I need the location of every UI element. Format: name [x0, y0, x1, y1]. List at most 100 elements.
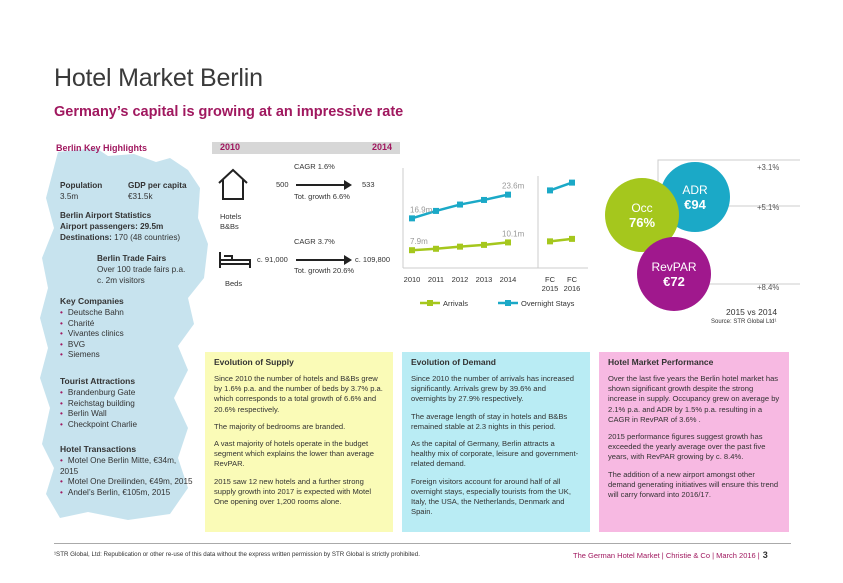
data-label: 23.6m [502, 182, 525, 191]
revpar-bubble: RevPAR €72 [637, 237, 711, 311]
airport-destinations-value: 170 (48 countries) [114, 233, 181, 242]
x-tick-label: 2016 [564, 284, 581, 293]
list-item: Siemens [60, 350, 124, 361]
data-point [481, 196, 487, 203]
footer-publication: The German Hotel Market | Christie & Co … [573, 551, 760, 560]
page-title: Hotel Market Berlin [54, 64, 263, 92]
beds-arrow [296, 255, 352, 265]
x-tick-label: 2011 [428, 275, 444, 284]
beds-cagr: CAGR 3.7% [294, 237, 335, 246]
hotels-to: 533 [362, 180, 375, 189]
adr-value: €94 [684, 196, 706, 212]
hotels-arrow [296, 180, 352, 190]
hotels-cagr: CAGR 1.6% [294, 162, 335, 171]
airport-heading: Berlin Airport Statistics [60, 211, 152, 220]
list-item: Berlin Wall [60, 409, 137, 420]
kpi-source: Source: STR Global Ltd¹ [711, 319, 777, 325]
year-range-bar: 2010 2014 [212, 142, 400, 154]
list-item: Motel One Dreilinden, €49m, 2015 [60, 477, 194, 488]
data-point [457, 243, 463, 250]
gdp-value: €31.5k [128, 192, 153, 201]
transactions-heading: Hotel Transactions [60, 444, 137, 454]
airport-passengers: Airport passengers: 29.5m [60, 222, 164, 231]
supply-paragraph: A vast majority of hotels operate in the… [214, 439, 374, 469]
trade-heading: Berlin Trade Fairs [97, 254, 167, 263]
legend-label: Overnight Stays [521, 299, 575, 308]
footer-disclaimer: ¹STR Global, Ltd: Republication or other… [54, 551, 420, 558]
revpar-value: €72 [663, 273, 685, 289]
data-point [409, 247, 415, 254]
kpi-period: 2015 vs 2014 [726, 307, 778, 317]
demand-line-chart: 7.9m 10.1m 16.9m 23.6m 2010 2011 2012 2013 2014 F… [402, 168, 588, 308]
x-tick-label: 2013 [476, 275, 493, 284]
legend-marker [427, 300, 433, 306]
demand-box-title: Evolution of Demand [411, 357, 496, 367]
list-item: Brandenburg Gate [60, 388, 137, 399]
page-number: 3 [762, 550, 768, 560]
adr-label: ADR [682, 182, 708, 197]
occ-label: Occ [631, 200, 653, 215]
data-point [433, 245, 439, 252]
attractions-list: Brandenburg Gate Reichstag building Berl… [60, 388, 137, 430]
data-point [481, 241, 487, 248]
data-point [457, 201, 463, 208]
supply-box: Evolution of Supply Since 2010 the numbe… [205, 352, 393, 532]
data-point [505, 191, 511, 198]
supply-paragraph: The majority of bedrooms are branded. [214, 421, 346, 431]
x-tick-label: FC [545, 275, 556, 284]
gdp-label: GDP per capita [128, 181, 187, 190]
demand-paragraph: Since 2010 the number of arrivals has in… [411, 374, 574, 404]
attractions-heading: Tourist Attractions [60, 376, 136, 386]
beds-to: c. 109,800 [355, 255, 391, 264]
bed-icon [219, 252, 251, 268]
data-point [433, 207, 439, 214]
performance-paragraph: The addition of a new airport amongst ot… [608, 469, 779, 500]
list-item: Checkpoint Charlie [60, 420, 137, 431]
transactions-list: Motel One Berlin Mitte, €34m, 2015 Motel… [60, 456, 194, 498]
x-tick-label: 2010 [404, 275, 421, 284]
house-icon [218, 168, 248, 200]
list-item: Motel One Berlin Mitte, €34m, 2015 [60, 456, 194, 477]
revpar-change: +8.4% [757, 283, 780, 292]
hotels-label: Hotels B&Bs [220, 212, 242, 231]
data-point [547, 187, 553, 194]
x-tick-label: 2014 [500, 275, 517, 284]
data-point [409, 215, 415, 222]
data-label: 10.1m [502, 229, 525, 238]
legend-label: Arrivals [443, 299, 468, 308]
data-point [547, 238, 553, 245]
series-forecast-line-0 [549, 237, 573, 243]
list-item: Andel’s Berlin, €105m, 2015 [60, 488, 194, 499]
highlights-heading: Berlin Key Highlights [56, 143, 148, 153]
supply-box-title: Evolution of Supply [214, 357, 294, 367]
trade-line2: c. 2m visitors [97, 276, 145, 285]
x-tick-label: FC [567, 275, 578, 284]
data-point [505, 239, 511, 246]
hotels-from: 500 [276, 180, 289, 189]
performance-paragraph: 2015 performance figures suggest growth … [608, 432, 766, 462]
demand-paragraph: The average length of stay in hotels and… [411, 411, 568, 431]
beds-growth: Tot. growth 20.6% [294, 266, 355, 275]
airport-destinations-label: Destinations: [60, 233, 112, 242]
footer-right: The German Hotel Market | Christie & Co … [573, 550, 768, 560]
occ-value: 76% [628, 214, 656, 230]
beds-label: Beds [225, 279, 243, 288]
beds-from: c. 91,000 [257, 255, 288, 264]
series-forecast-line-1 [549, 181, 573, 192]
population-value: 3.5m [60, 192, 79, 201]
footer-divider [54, 543, 791, 544]
population-label: Population [60, 181, 103, 190]
list-item: BVG [60, 340, 124, 351]
occ-change: +3.1% [757, 163, 780, 172]
legend-marker [505, 300, 511, 306]
data-label: 16.9m [410, 205, 433, 214]
x-tick-label: 2012 [452, 275, 469, 284]
year-start: 2010 [220, 142, 241, 152]
companies-list: Deutsche Bahn Charité Vivantes clinics B… [60, 308, 124, 361]
list-item: Deutsche Bahn [60, 308, 124, 319]
revpar-label: RevPAR [651, 259, 697, 274]
data-point [569, 235, 575, 242]
supply-paragraph: 2015 saw 12 new hotels and a further str… [214, 476, 372, 507]
hotels-growth: Tot. growth 6.6% [294, 192, 350, 201]
performance-paragraph: Over the last five years the Berlin hote… [608, 374, 780, 424]
